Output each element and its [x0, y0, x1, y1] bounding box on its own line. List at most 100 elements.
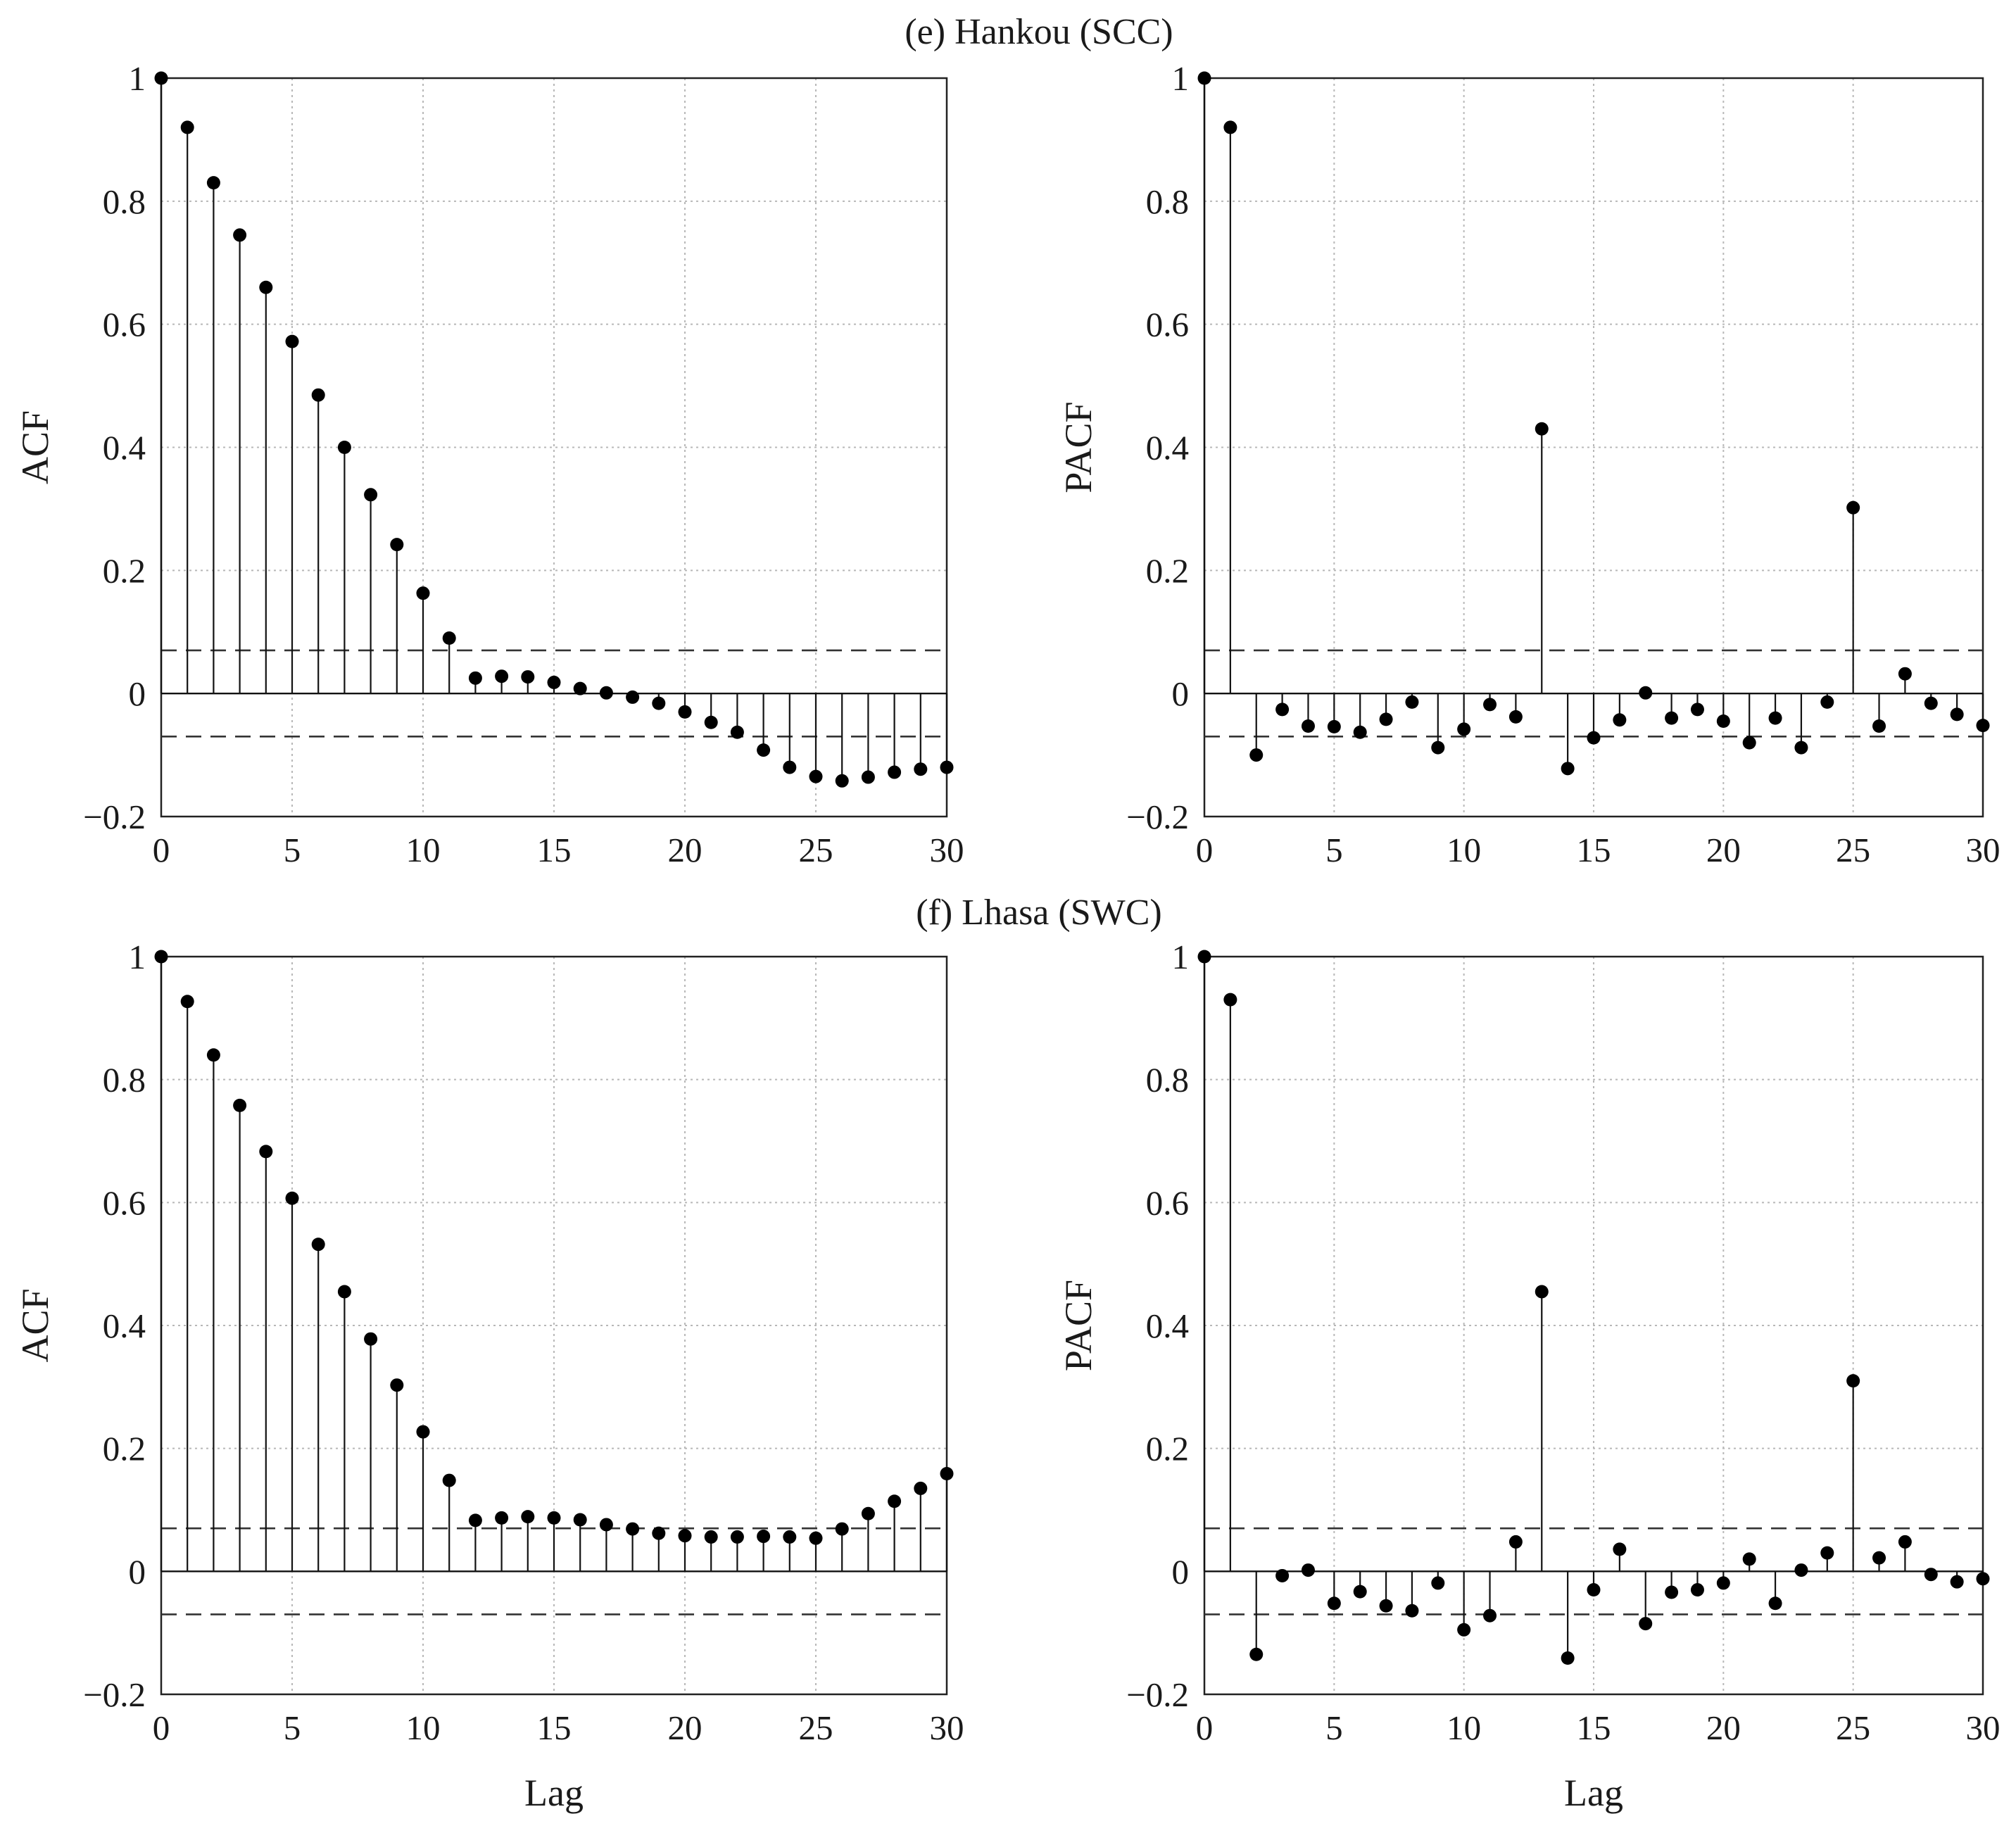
x-tick-label: 25 — [1836, 831, 1870, 869]
x-tick-label: 20 — [1706, 1708, 1741, 1747]
stem-marker — [1508, 710, 1523, 724]
x-tick-label: 5 — [284, 831, 301, 869]
stem-marker — [940, 760, 954, 774]
stem-marker — [1820, 695, 1834, 709]
stem-marker — [626, 690, 640, 704]
stem-marker — [573, 1513, 587, 1527]
x-tick-label: 20 — [1706, 831, 1741, 869]
y-tick-label: 0 — [1172, 1552, 1190, 1591]
stem-marker — [416, 1425, 430, 1439]
stem-marker — [599, 1518, 613, 1532]
stem-marker — [442, 1473, 456, 1487]
stem-marker — [652, 1526, 666, 1540]
stem-marker — [888, 1494, 902, 1508]
stem-marker — [259, 1145, 273, 1159]
stem-marker — [888, 765, 902, 779]
stem-marker — [468, 671, 482, 685]
stem-marker — [757, 743, 771, 757]
y-tick-label: 0 — [129, 674, 146, 713]
plots: 0 5 10 15 20 25 30 −0.2 0 0.2 0.4 0.6 0.8 1 ACF 0 5 10 15 2… — [14, 59, 2001, 1814]
x-tick-label: 5 — [284, 1708, 301, 1747]
x-tick-label: 10 — [406, 831, 441, 869]
stem-marker — [154, 950, 168, 964]
stem-marker — [1820, 1546, 1834, 1560]
stem-marker — [1353, 1585, 1367, 1599]
stem-marker — [1535, 1285, 1549, 1299]
stem-marker — [311, 388, 325, 402]
y-tick-label: 0.6 — [103, 306, 146, 344]
stem-marker — [1197, 71, 1211, 85]
stem-marker — [1716, 1576, 1730, 1590]
stem-marker — [783, 1530, 797, 1544]
stem-marker — [1690, 1583, 1704, 1597]
stem-marker — [1379, 712, 1393, 726]
stem-marker — [1405, 695, 1419, 709]
x-tick-label: 25 — [1836, 1708, 1870, 1747]
stem-marker — [1794, 741, 1808, 755]
stem-marker — [940, 1466, 954, 1480]
stem-marker — [1301, 1563, 1315, 1577]
x-tick-label: 10 — [406, 1708, 441, 1747]
x-tick-label: 0 — [153, 831, 170, 869]
stem-marker — [809, 1531, 823, 1545]
stem-marker — [1535, 422, 1549, 436]
stem-marker — [495, 669, 509, 684]
x-tick-label: 25 — [799, 1708, 833, 1747]
y-axis-label: ACF — [14, 410, 56, 484]
stem-marker — [1353, 725, 1367, 739]
y-tick-label: 0.8 — [103, 182, 146, 221]
y-tick-label: 0.8 — [1146, 182, 1189, 221]
x-tick-label: 30 — [930, 1708, 964, 1747]
y-tick-label: −0.2 — [1126, 798, 1189, 836]
stem-marker — [233, 1098, 247, 1112]
stem-marker — [1690, 703, 1704, 717]
stem-marker — [390, 1378, 404, 1392]
stem-marker — [783, 760, 797, 774]
stem-marker — [1742, 736, 1756, 750]
stem-marker — [599, 686, 613, 700]
stem-marker — [521, 670, 535, 684]
stem-marker — [861, 770, 875, 784]
y-tick-label: 0.4 — [103, 429, 146, 467]
stem-marker — [1872, 719, 1886, 733]
stem-marker — [730, 1530, 744, 1544]
x-tick-label: 15 — [537, 831, 572, 869]
stem-marker — [1587, 1583, 1601, 1597]
stem-marker — [1483, 1608, 1497, 1623]
stem-marker — [1249, 748, 1264, 762]
stem-marker — [1898, 667, 1912, 681]
stem-marker — [1431, 1576, 1445, 1590]
stem-marker — [1483, 698, 1497, 712]
stem-marker — [1275, 1568, 1290, 1582]
stem-marker — [180, 995, 194, 1009]
stem-marker — [233, 228, 247, 242]
y-tick-label: 0.4 — [1146, 429, 1189, 467]
stem-marker — [1613, 1542, 1627, 1556]
stem-marker — [1924, 696, 1938, 710]
stem-marker — [861, 1506, 875, 1520]
stem-marker — [1794, 1563, 1808, 1577]
y-tick-label: 0.6 — [1146, 1183, 1189, 1222]
stem-marker — [1457, 1623, 1471, 1637]
stem-marker — [1898, 1535, 1912, 1549]
y-tick-label: 1 — [129, 938, 146, 976]
x-axis-label: Lag — [524, 1772, 584, 1814]
y-tick-label: 0.4 — [103, 1306, 146, 1345]
stem-marker — [416, 586, 430, 600]
y-tick-label: 0.2 — [103, 1430, 146, 1468]
x-tick-label: 15 — [1577, 1708, 1611, 1747]
stem-marker — [1950, 1575, 1964, 1589]
stem-marker — [1405, 1604, 1419, 1618]
stem-marker — [809, 769, 823, 783]
x-tick-label: 10 — [1447, 831, 1481, 869]
stem-marker — [1561, 1651, 1575, 1665]
stem-marker — [364, 1332, 378, 1346]
stem-marker — [1665, 1585, 1679, 1599]
x-axis-label: Lag — [1564, 1772, 1623, 1814]
stem-marker — [1846, 1374, 1860, 1388]
stem-marker — [285, 334, 299, 348]
panel-title-f: (f) Lhasa (SWC) — [916, 893, 1161, 933]
